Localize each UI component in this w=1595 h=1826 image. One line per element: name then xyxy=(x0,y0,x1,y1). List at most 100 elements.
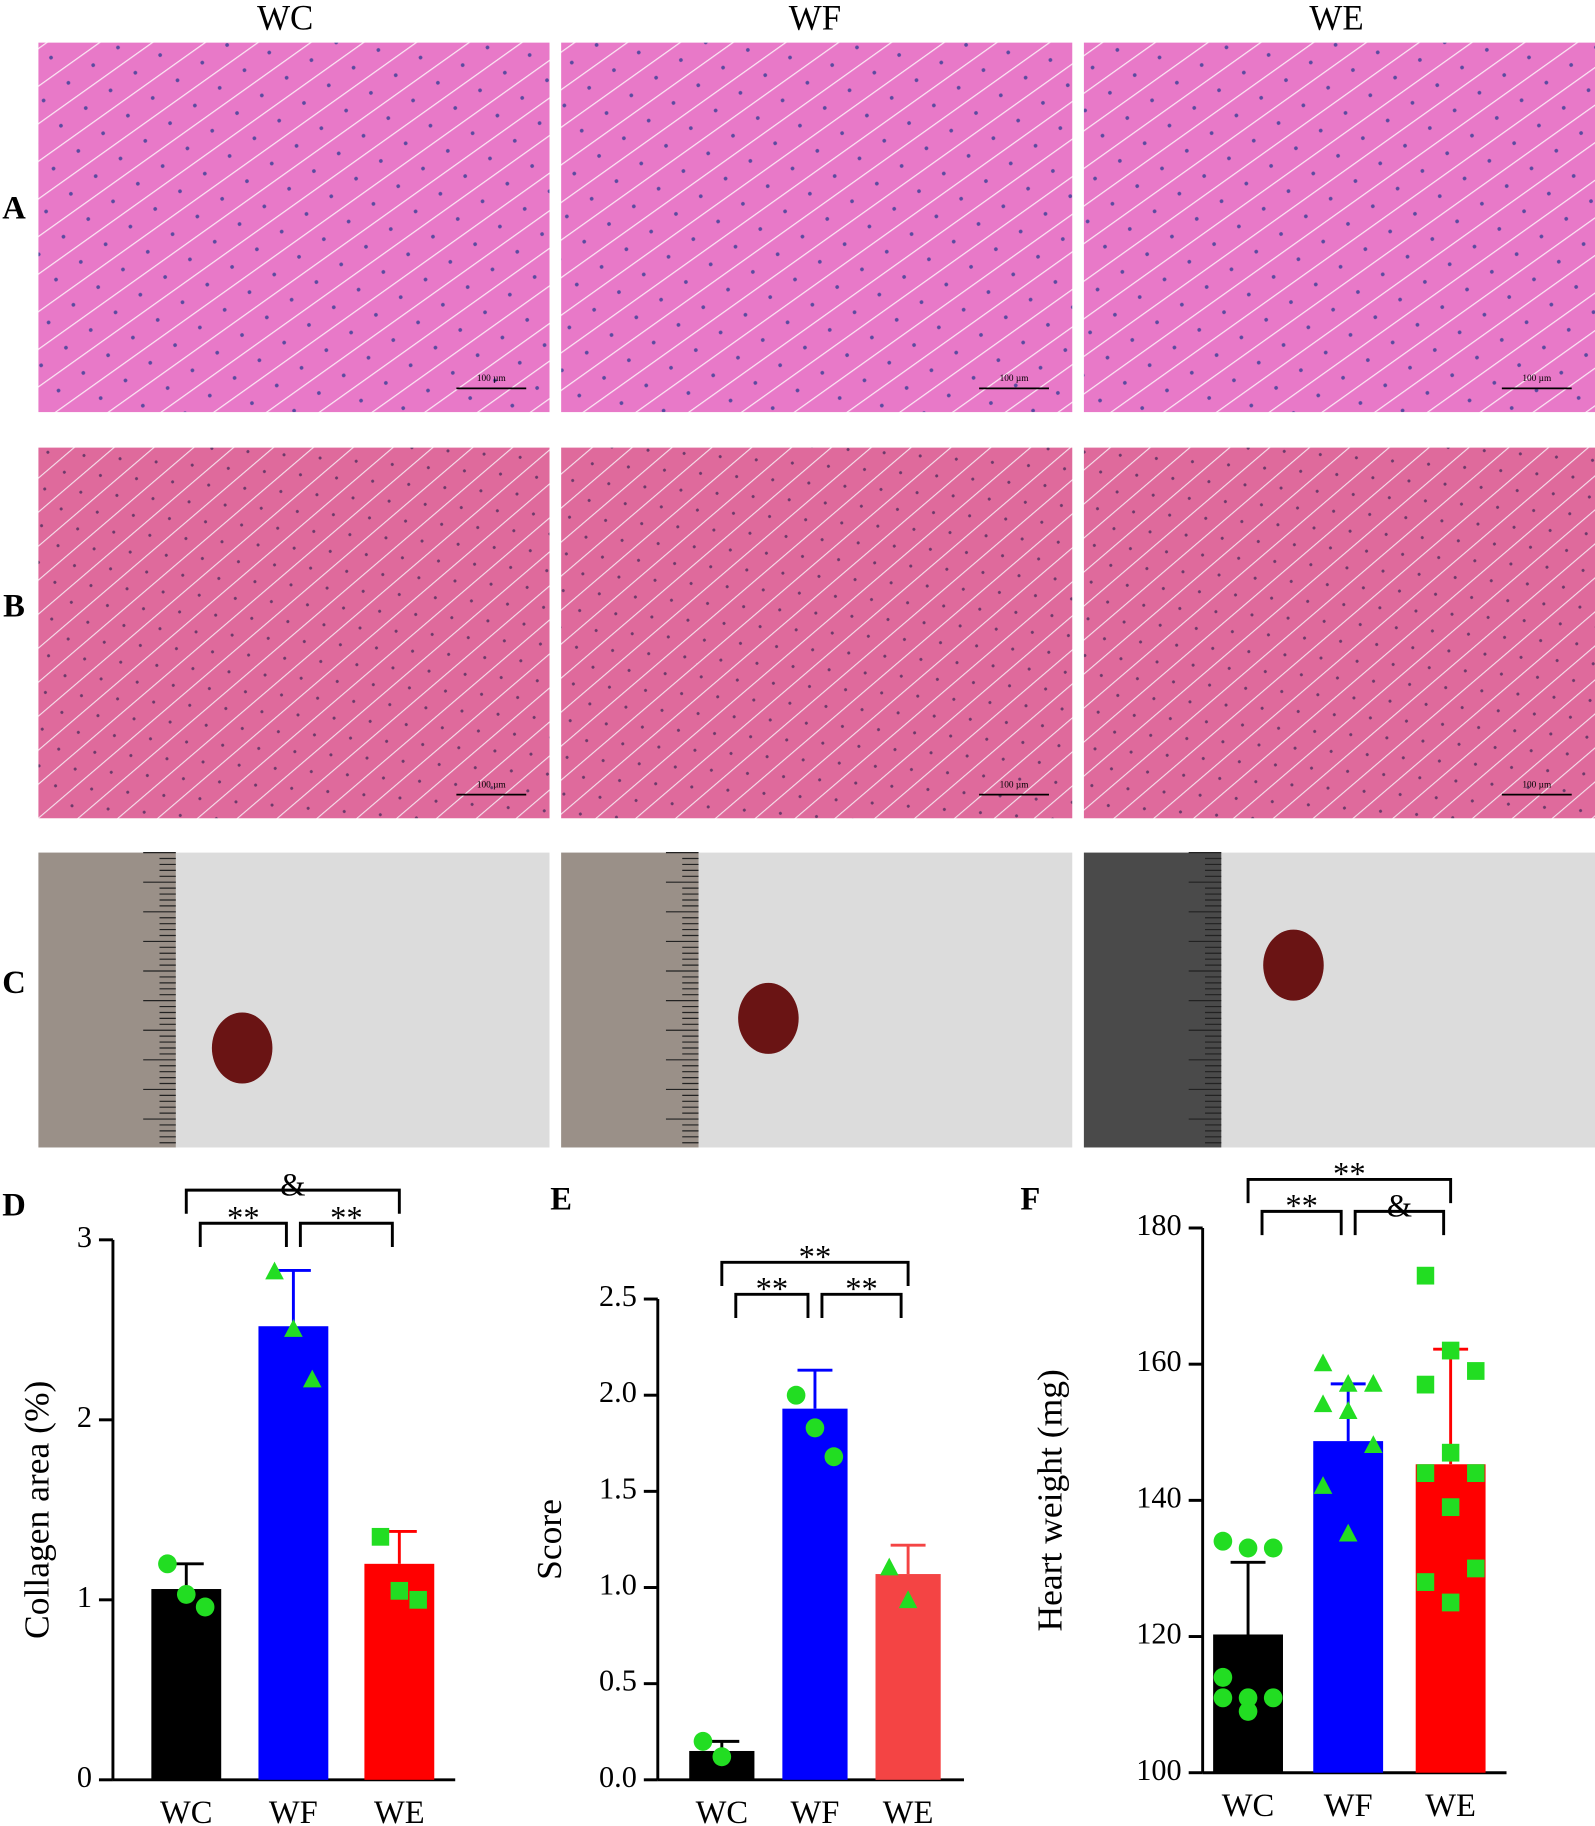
data-point xyxy=(693,1731,713,1751)
column-header: WF xyxy=(789,0,841,38)
y-axis-label: Score xyxy=(530,1499,569,1580)
significance-bracket xyxy=(184,1188,401,1214)
data-point xyxy=(1364,1435,1383,1453)
x-tick-label: WF xyxy=(791,1795,840,1826)
data-point xyxy=(1263,1688,1283,1708)
column-header: WE xyxy=(1309,0,1363,38)
y-axis-label: Heart weight (mg) xyxy=(1031,1369,1070,1631)
data-point xyxy=(805,1418,825,1438)
data-point xyxy=(195,1597,215,1617)
data-point xyxy=(898,1590,918,1609)
data-point xyxy=(1467,1559,1485,1578)
data-point xyxy=(1416,1375,1435,1394)
significance-label: ** xyxy=(1333,1156,1366,1192)
panel-label: E xyxy=(550,1181,572,1217)
data-point xyxy=(1213,1688,1233,1708)
y-tick-label: 160 xyxy=(1136,1344,1181,1378)
x-tick-label: WC xyxy=(160,1795,212,1826)
data-point xyxy=(1441,1593,1460,1612)
data-point xyxy=(1313,1353,1333,1372)
row-label: C xyxy=(2,965,26,1001)
data-point xyxy=(302,1369,322,1388)
bar xyxy=(258,1326,329,1780)
y-tick-label: 1 xyxy=(77,1580,92,1614)
y-tick-label: 2.0 xyxy=(599,1375,637,1409)
y-tick-label: 0.0 xyxy=(599,1760,637,1794)
y-tick-label: 2.5 xyxy=(599,1279,637,1313)
x-tick-label: WC xyxy=(1222,1788,1274,1824)
bar xyxy=(782,1408,848,1780)
micrograph xyxy=(38,447,550,819)
heart xyxy=(1263,929,1324,1001)
significance-bracket xyxy=(820,1292,903,1318)
data-point xyxy=(1238,1701,1258,1721)
y-tick-label: 120 xyxy=(1136,1616,1181,1650)
data-point xyxy=(284,1319,303,1337)
data-point xyxy=(712,1747,732,1767)
data-point xyxy=(1313,1394,1333,1413)
heart xyxy=(211,1012,273,1084)
data-point xyxy=(786,1385,806,1405)
x-tick-label: WF xyxy=(269,1795,318,1826)
micrograph xyxy=(1083,42,1595,413)
bar xyxy=(1313,1441,1384,1773)
column-header: WC xyxy=(257,0,313,38)
data-point xyxy=(176,1584,196,1604)
data-point xyxy=(1441,1341,1460,1360)
scale-bar-label: 100 µm xyxy=(1000,374,1030,384)
y-tick-label: 0.5 xyxy=(599,1663,637,1697)
data-point xyxy=(1416,1464,1435,1482)
significance-bracket xyxy=(1246,1177,1453,1204)
scale-bar-label: 100 µm xyxy=(477,780,507,790)
x-tick-label: WE xyxy=(883,1795,934,1826)
data-point xyxy=(879,1557,899,1576)
micrograph xyxy=(561,447,1073,819)
significance-label: ** xyxy=(756,1271,789,1307)
micrograph xyxy=(38,42,550,413)
data-point xyxy=(1416,1573,1435,1591)
data-point xyxy=(1338,1373,1358,1392)
data-point xyxy=(1213,1667,1233,1687)
scale-bar-label: 100 µm xyxy=(1522,374,1552,384)
significance-bracket xyxy=(298,1221,394,1247)
data-point xyxy=(371,1527,390,1546)
data-point xyxy=(1338,1523,1358,1542)
y-tick-label: 1.0 xyxy=(599,1567,637,1601)
data-point xyxy=(1313,1476,1333,1494)
significance-label: ** xyxy=(845,1271,878,1307)
data-point xyxy=(1213,1531,1233,1551)
significance-label: & xyxy=(280,1167,305,1203)
data-point xyxy=(1467,1464,1485,1482)
significance-bracket xyxy=(734,1292,810,1318)
row-label: A xyxy=(2,190,26,226)
x-tick-label: WF xyxy=(1324,1788,1373,1824)
photo-panels: WC WF WE A B C 100 µm 100 µm 100 µm 100 µm 100 µm 1… xyxy=(2,0,1595,1148)
panel-label: D xyxy=(2,1187,26,1223)
y-axis-label: Collagen area (%) xyxy=(18,1381,57,1639)
scale-bar-label: 100 µm xyxy=(1000,780,1030,790)
data-point xyxy=(1263,1538,1283,1558)
scale-bar-label: 100 µm xyxy=(477,374,507,384)
scale-bar-label: 100 µm xyxy=(1522,780,1552,790)
micrograph xyxy=(1083,447,1595,819)
data-point xyxy=(265,1261,284,1280)
x-tick-label: WC xyxy=(696,1795,748,1826)
data-point xyxy=(1238,1688,1258,1708)
micrograph xyxy=(561,42,1073,413)
y-tick-label: 0 xyxy=(77,1760,92,1794)
data-point xyxy=(1238,1538,1258,1558)
y-tick-label: 100 xyxy=(1136,1753,1181,1787)
x-tick-label: WE xyxy=(374,1795,425,1826)
data-point xyxy=(409,1590,427,1609)
data-point xyxy=(824,1447,844,1467)
significance-label: ** xyxy=(330,1200,363,1236)
data-point xyxy=(390,1581,409,1600)
significance-label: & xyxy=(1387,1188,1412,1224)
bar xyxy=(875,1574,941,1780)
data-point xyxy=(1338,1401,1358,1419)
y-tick-label: 180 xyxy=(1136,1208,1181,1242)
significance-label: ** xyxy=(227,1200,260,1236)
